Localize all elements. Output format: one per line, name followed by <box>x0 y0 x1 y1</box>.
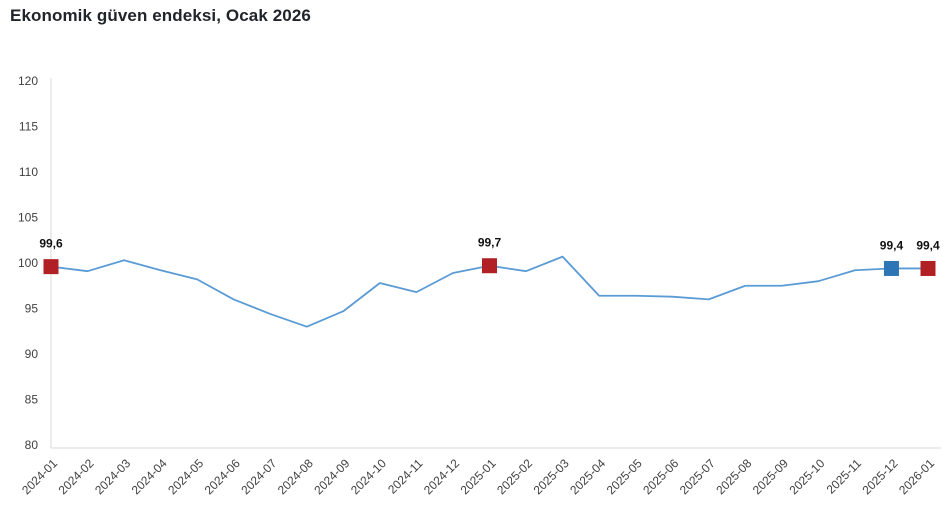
point-value-label: 99,7 <box>478 236 502 250</box>
highlight-marker <box>883 260 899 276</box>
x-axis-tick-label: 2025-04 <box>567 456 608 497</box>
x-axis-tick-label: 2025-05 <box>604 456 645 497</box>
point-value-label: 99,4 <box>916 238 940 252</box>
x-axis-tick-label: 2025-07 <box>677 456 718 497</box>
x-axis-tick-label: 2024-01 <box>19 456 60 497</box>
x-axis-tick-label: 2024-10 <box>348 456 389 497</box>
y-axis-tick-label: 120 <box>18 74 38 88</box>
y-axis-tick-label: 95 <box>25 302 39 316</box>
x-axis-tick-label: 2025-03 <box>531 456 572 497</box>
highlight-marker <box>43 259 59 275</box>
y-axis-tick-label: 90 <box>25 347 39 361</box>
x-axis-tick-label: 2024-03 <box>92 456 133 497</box>
point-value-label: 99,6 <box>39 237 63 251</box>
highlight-marker <box>920 260 936 276</box>
y-axis-tick-label: 110 <box>19 165 38 179</box>
x-axis-tick-label: 2025-08 <box>713 456 754 497</box>
x-axis-tick-label: 2024-06 <box>202 456 243 497</box>
x-axis-tick-label: 2024-11 <box>385 456 426 497</box>
y-axis-tick-label: 105 <box>18 211 38 225</box>
highlight-marker <box>482 258 497 274</box>
x-axis-tick-label: 2025-11 <box>824 456 865 497</box>
x-axis-tick-label: 2025-09 <box>750 456 791 497</box>
x-axis-tick-label: 2025-01 <box>458 456 499 497</box>
x-axis-tick-label: 2024-12 <box>421 456 462 497</box>
x-axis-tick-label: 2024-05 <box>165 456 206 497</box>
x-axis-tick-label: 2024-04 <box>129 456 170 497</box>
chart-title: Ekonomik güven endeksi, Ocak 2026 <box>10 6 311 25</box>
y-axis-tick-label: 85 <box>25 393 39 407</box>
y-axis-tick-label: 115 <box>19 120 38 134</box>
x-axis-tick-label: 2024-08 <box>275 456 316 497</box>
x-axis-tick-label: 2025-12 <box>860 456 901 497</box>
y-axis-tick-label: 100 <box>18 256 38 270</box>
x-axis-tick-label: 2024-02 <box>56 456 97 497</box>
x-axis-tick-label: 2025-02 <box>494 456 535 497</box>
x-axis-tick-label: 2025-10 <box>786 456 827 497</box>
y-axis-tick-label: 80 <box>25 438 39 452</box>
x-axis-tick-label: 2024-09 <box>311 456 352 497</box>
x-axis-tick-label: 2024-07 <box>238 456 279 497</box>
x-axis-tick-label: 2025-06 <box>640 456 681 497</box>
point-value-label: 99,4 <box>880 238 904 252</box>
x-axis-tick-label: 2026-01 <box>896 456 937 497</box>
